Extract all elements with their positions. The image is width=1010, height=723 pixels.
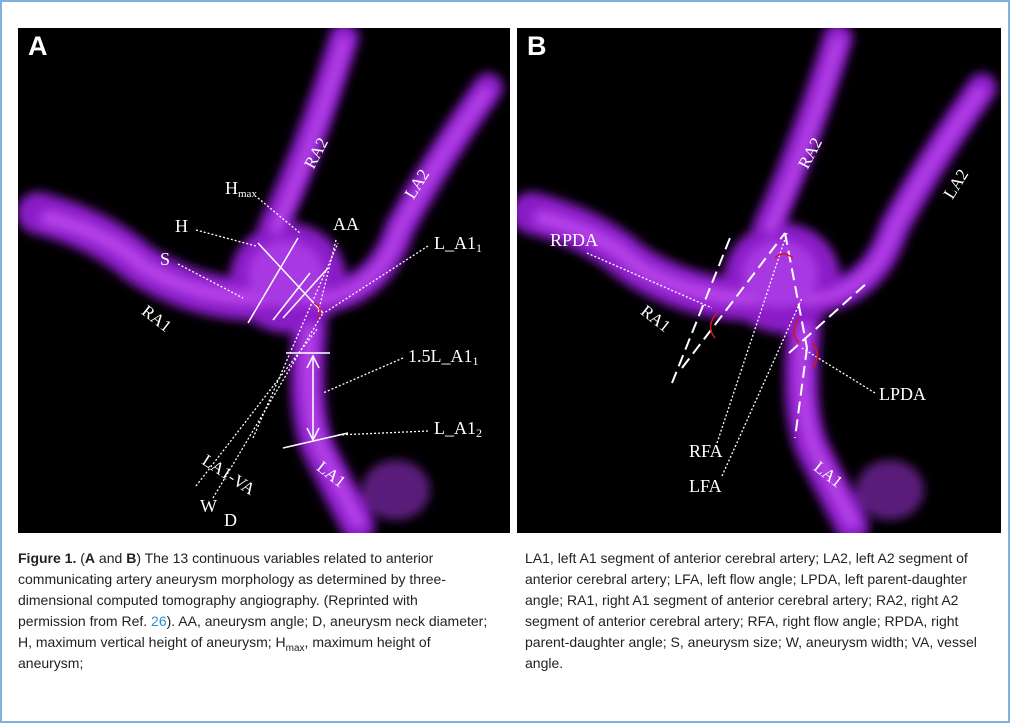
caption-run: and <box>95 550 126 566</box>
annotation: LFA <box>689 476 722 496</box>
panel-letter: B <box>527 31 547 61</box>
vessel-label: LA2 <box>940 166 973 203</box>
caption-right: LA1, left A1 segment of anterior cerebra… <box>525 548 995 674</box>
panel-letter: A <box>28 31 48 61</box>
vessel-label: RA1 <box>637 301 674 336</box>
caption-run: A <box>85 550 95 566</box>
caption-run: ( <box>76 550 85 566</box>
vessel-label: RA1 <box>138 301 175 336</box>
annotation: W <box>200 496 217 516</box>
caption-run: LA1, left A1 segment of anterior cerebra… <box>525 550 977 671</box>
annotation: RFA <box>689 441 723 461</box>
vessel-rendering <box>38 38 488 526</box>
annotation: D <box>224 510 237 530</box>
annotation: LPDA <box>879 384 926 404</box>
annotation: 1.5L_A11 <box>408 346 479 368</box>
annotation: L_A12 <box>434 418 482 440</box>
annotation: H <box>175 216 188 236</box>
caption-run: max <box>286 643 305 654</box>
caption-left: Figure 1. (A and B) The 13 continuous va… <box>18 548 488 674</box>
caption-run[interactable]: 26 <box>151 613 167 629</box>
annotation: LA1-VA <box>199 451 260 500</box>
caption-label: Figure 1. <box>18 550 76 566</box>
panel-a: A RA2 LA2 RA1 LA1 Hmax H S AA L_A11 1.5L… <box>18 28 510 533</box>
annotation: S <box>160 249 170 269</box>
annotation: Hmax <box>225 178 257 199</box>
annotation: RPDA <box>550 230 598 250</box>
panel-b: B RA2 LA2 RA1 LA1 RPDA RFA LFA LPDA <box>517 28 1001 533</box>
caption-run: B <box>126 550 136 566</box>
annotation: L_A11 <box>434 233 482 255</box>
vessel-rendering <box>532 38 982 526</box>
page: A RA2 LA2 RA1 LA1 Hmax H S AA L_A11 1.5L… <box>0 0 1010 723</box>
annotation: AA <box>333 214 359 234</box>
